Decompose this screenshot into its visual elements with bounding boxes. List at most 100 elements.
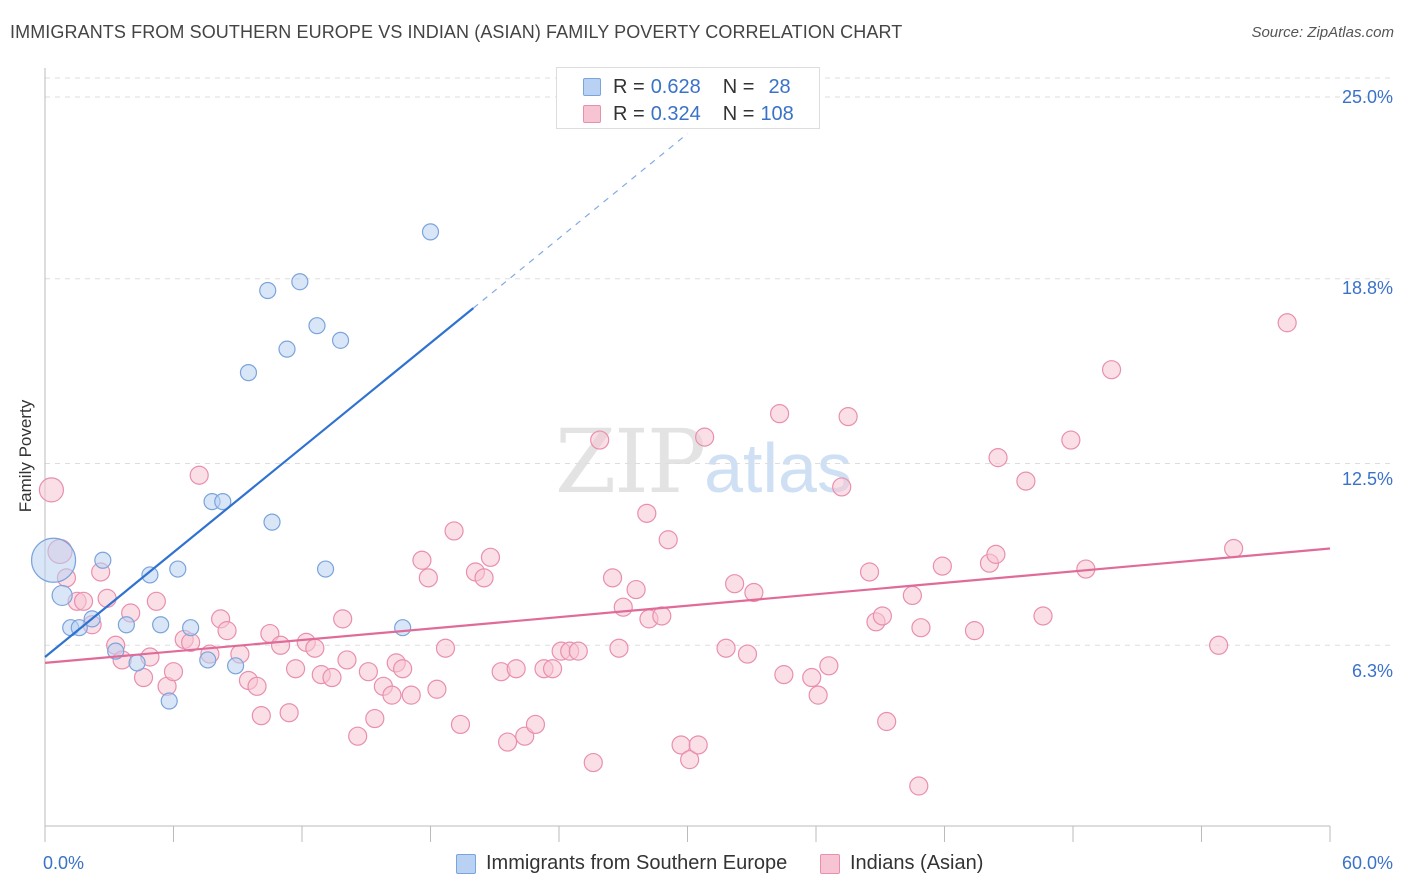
data-point xyxy=(285,659,306,679)
data-point xyxy=(769,404,790,424)
data-point xyxy=(308,317,326,335)
data-point xyxy=(358,662,378,682)
legend-swatch-pink xyxy=(583,105,601,123)
data-point xyxy=(808,685,828,705)
data-point xyxy=(525,714,546,735)
x-tick-label: 0.0% xyxy=(43,853,85,873)
data-point xyxy=(877,711,897,732)
data-point xyxy=(1101,360,1122,380)
data-point xyxy=(737,644,758,664)
legend-n-label: N = xyxy=(722,75,755,98)
data-point xyxy=(988,448,1008,468)
data-point xyxy=(932,556,952,576)
data-point xyxy=(986,544,1006,564)
data-point xyxy=(498,732,518,752)
data-point xyxy=(227,657,245,675)
data-point xyxy=(680,750,700,770)
data-point xyxy=(859,562,880,582)
data-point xyxy=(38,477,65,503)
watermark-atlas: atlas xyxy=(704,429,852,507)
data-point xyxy=(152,616,170,634)
legend-n-label: N = xyxy=(722,102,755,125)
legend-swatch-blue xyxy=(456,853,476,874)
data-point xyxy=(568,641,588,661)
data-point xyxy=(279,703,299,723)
data-point xyxy=(626,579,646,600)
data-point xyxy=(217,621,237,641)
trend-line-extension xyxy=(472,133,688,309)
series-indians-asian xyxy=(38,313,1297,796)
chart-title: IMMIGRANTS FROM SOUTHERN EUROPE VS INDIA… xyxy=(10,22,903,42)
data-point xyxy=(199,651,217,669)
series-southern-europe xyxy=(30,223,440,710)
legend-r-value: 0.324 xyxy=(650,102,701,125)
data-point xyxy=(1209,635,1229,655)
data-point xyxy=(450,714,471,735)
data-point xyxy=(97,588,117,608)
data-point xyxy=(163,662,184,682)
data-point xyxy=(337,650,357,670)
data-point xyxy=(291,273,309,291)
data-point xyxy=(583,752,603,773)
data-point xyxy=(725,574,745,594)
data-point xyxy=(427,679,447,699)
data-point xyxy=(418,568,438,588)
data-point xyxy=(316,560,335,578)
data-point xyxy=(263,513,281,531)
data-point xyxy=(401,685,421,705)
data-point xyxy=(117,616,135,634)
legend-r-label: R = xyxy=(613,75,645,98)
data-point xyxy=(394,619,412,637)
legend-n-value: 28 xyxy=(768,75,791,98)
data-point xyxy=(333,609,353,629)
data-point xyxy=(435,638,456,658)
data-point xyxy=(146,591,166,611)
legend-item-southern-europe: Immigrants from Southern Europe xyxy=(456,852,787,875)
data-point xyxy=(474,568,494,588)
data-point xyxy=(613,597,633,617)
data-point xyxy=(141,566,159,584)
data-point xyxy=(365,708,385,729)
data-point xyxy=(421,223,440,241)
data-point xyxy=(214,493,232,511)
legend-swatch-pink xyxy=(820,853,840,874)
data-point xyxy=(182,619,200,637)
watermark: ZIPatlas xyxy=(555,410,852,513)
stats-legend: R = 0.628 N = 28 R = 0.324 N = 108 xyxy=(556,67,820,129)
data-point xyxy=(259,281,277,300)
data-point xyxy=(744,582,764,603)
data-point xyxy=(1061,430,1081,450)
data-point xyxy=(506,659,526,679)
legend-label: Immigrants from Southern Europe xyxy=(486,852,788,874)
data-point xyxy=(1033,606,1053,626)
data-point xyxy=(716,638,736,658)
data-point xyxy=(189,465,209,485)
legend-row-indians-asian: R = 0.324 N = 108 xyxy=(583,103,794,125)
data-point xyxy=(305,638,325,658)
data-point xyxy=(964,621,985,641)
data-point xyxy=(688,735,708,755)
legend-n-value: 108 xyxy=(760,102,794,125)
data-point xyxy=(251,706,271,726)
data-point xyxy=(73,591,94,611)
data-point xyxy=(480,547,501,567)
data-point xyxy=(128,654,146,672)
data-point xyxy=(542,659,563,679)
data-point xyxy=(160,692,178,710)
data-point xyxy=(838,406,858,427)
data-point xyxy=(169,560,187,578)
data-point xyxy=(902,585,922,606)
data-point xyxy=(412,550,432,570)
legend-row-southern-europe: R = 0.628 N = 28 xyxy=(583,76,791,98)
data-point xyxy=(322,667,342,688)
data-point xyxy=(30,537,77,583)
data-point xyxy=(444,521,464,541)
data-point xyxy=(609,638,629,658)
trend-line-indians-asian xyxy=(44,547,1331,664)
data-point xyxy=(94,551,112,569)
trend-line-southern-europe xyxy=(44,307,475,658)
data-point xyxy=(637,503,657,523)
y-tick-label: 18.8% xyxy=(1341,278,1393,298)
data-point xyxy=(695,427,715,447)
